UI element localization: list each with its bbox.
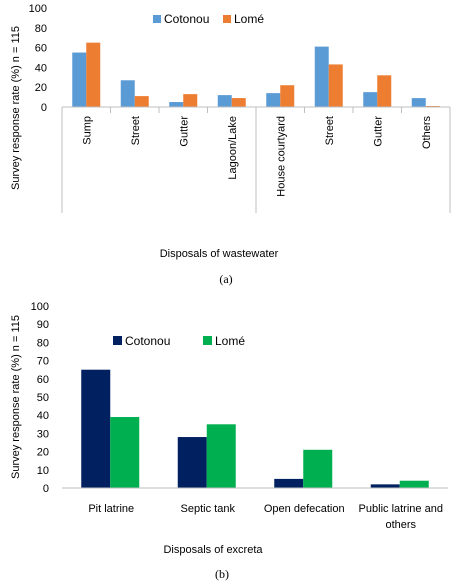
bar-cotonou: [217, 95, 232, 107]
bar-cotonou: [274, 478, 304, 488]
bar-lome: [377, 75, 392, 107]
caption: (a): [219, 272, 232, 286]
y-tick-label: 40: [37, 410, 49, 422]
y-tick-label: 10: [37, 465, 49, 477]
category-label: Gutter: [372, 116, 384, 147]
y-tick-label: 60: [37, 374, 49, 386]
bar-cotonou: [81, 369, 111, 488]
y-tick-label: 100: [31, 301, 49, 313]
y-tick-label: 30: [37, 428, 49, 440]
legend-swatch-lome: [223, 15, 231, 23]
bar-cotonou: [169, 102, 184, 107]
caption: (b): [215, 567, 229, 581]
bar-cotonou: [411, 98, 426, 107]
legend: Cotonou Lomé: [113, 334, 245, 348]
legend-label: Cotonou: [164, 12, 209, 26]
category-label: Gutter: [178, 116, 190, 147]
bar-lome: [231, 98, 246, 107]
chart-a: 0 20 40 60 80 100 Sump Street Gutter Lagoon/Lake H…: [10, 3, 451, 286]
bar-lome: [328, 64, 343, 107]
y-tick-label: 40: [35, 62, 47, 74]
legend: Cotonou Lomé: [153, 12, 264, 26]
y-tick-label: 0: [41, 102, 47, 114]
chart-b: 0 10 20 30 40 50 60 70 80 90 100 Pit latrine Septic …: [10, 301, 448, 581]
y-tick-label: 0: [43, 483, 49, 495]
bar-lome: [303, 449, 333, 488]
bar-lome: [134, 96, 149, 107]
bar-cotonou: [120, 80, 135, 107]
category-label: Others: [421, 116, 433, 150]
y-tick-label: 70: [37, 356, 49, 368]
legend-swatch-cotonou: [113, 336, 122, 345]
legend-swatch-lome: [203, 336, 212, 345]
y-tick-label: 60: [35, 43, 47, 55]
bar-lome: [280, 85, 295, 107]
bar-cotonou: [363, 92, 378, 107]
bar-lome: [206, 424, 236, 488]
bar-lome: [86, 42, 101, 107]
category-label: Open defecation: [264, 503, 345, 515]
y-tick-label: 20: [37, 447, 49, 459]
bar-cotonou: [177, 437, 207, 488]
bar-cotonou: [266, 93, 281, 107]
y-tick-label: 20: [35, 82, 47, 94]
x-axis-label: Disposals of excreta: [163, 544, 263, 556]
y-axis-label: Survey response rate (%) n = 115: [10, 315, 22, 479]
y-axis-label: Survey response rate (%) n = 115: [10, 26, 22, 190]
legend-swatch-cotonou: [153, 15, 161, 23]
bar-cotonou: [314, 46, 329, 107]
x-axis-label: Disposals of wastewater: [160, 248, 279, 260]
bar-lome: [110, 417, 140, 488]
y-tick-label: 100: [29, 3, 47, 15]
category-label: Public latrine and: [359, 503, 443, 515]
y-tick-label: 90: [37, 319, 49, 331]
category-label: others: [385, 519, 416, 531]
legend-label: Lomé: [234, 12, 264, 26]
bar-cotonou: [72, 52, 87, 107]
category-label: Lagoon/Lake: [227, 116, 239, 180]
category-label: House courtyard: [275, 116, 287, 197]
bar-lome: [183, 94, 198, 107]
category-label: Street: [324, 116, 336, 145]
category-label: Sump: [81, 116, 93, 145]
y-tick-label: 80: [37, 337, 49, 349]
bar-cotonou: [370, 484, 400, 488]
legend-label: Cotonou: [125, 334, 170, 348]
bar-lome: [399, 480, 429, 488]
legend-label: Lomé: [215, 334, 245, 348]
category-label: Septic tank: [181, 503, 236, 515]
y-tick-label: 80: [35, 23, 47, 35]
y-tick-label: 50: [37, 392, 49, 404]
category-label: Pit latrine: [88, 503, 134, 515]
category-label: Street: [130, 116, 142, 145]
